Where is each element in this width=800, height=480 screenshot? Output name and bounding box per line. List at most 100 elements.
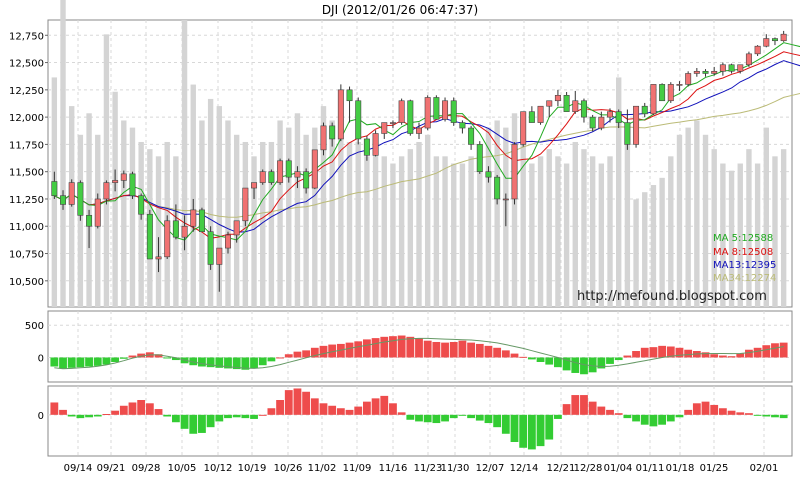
volume-bar — [581, 149, 587, 307]
osc1-bar — [362, 339, 371, 358]
candle-body — [780, 33, 787, 42]
osc1-bar — [675, 347, 684, 358]
osc1-bar — [519, 356, 528, 358]
volume-bar — [607, 156, 613, 307]
osc2-bar — [519, 414, 528, 448]
moving-averages — [54, 42, 800, 241]
candle-body — [51, 181, 58, 196]
osc1-bar — [389, 336, 397, 358]
osc2-bar — [423, 414, 432, 423]
osc2-bar — [623, 414, 632, 419]
candle-body — [190, 209, 197, 227]
osc2-bar — [224, 414, 232, 419]
candle-body — [537, 105, 544, 123]
candle-body — [754, 45, 761, 55]
x-axis-ticks: 09/14 09/21 09/28 10/05 10/12 10/19 10/26 11/02… — [64, 463, 779, 474]
osc2-bar — [189, 414, 198, 434]
volume-bar — [112, 91, 118, 307]
candle-body — [320, 125, 327, 151]
osc1-bar — [441, 342, 449, 358]
x-tick-label: 09/14 — [64, 463, 93, 474]
candle-body — [172, 220, 179, 238]
volume-bar — [372, 149, 379, 307]
osc1-bar — [111, 357, 120, 362]
volume-bar — [433, 156, 440, 307]
osc1-bar — [163, 357, 172, 359]
osc2-bar — [154, 409, 163, 415]
candle-body — [468, 127, 475, 145]
osc2-bar — [406, 414, 415, 420]
volume-bar — [633, 199, 639, 307]
osc2-bar — [484, 414, 493, 424]
candle-body — [268, 171, 275, 183]
candle-body — [745, 53, 752, 66]
osc1-bar — [632, 351, 640, 358]
price-tick-label: 12,500 — [9, 59, 44, 70]
candle-body — [120, 173, 127, 181]
candle-body — [442, 100, 449, 120]
volume-bar — [320, 106, 327, 307]
osc2-bar — [736, 412, 745, 415]
volume-bar — [477, 149, 483, 307]
candle-body — [94, 198, 101, 227]
osc1-bar — [727, 356, 736, 358]
osc1-bar — [206, 357, 215, 368]
price-tick-label: 11,750 — [9, 140, 44, 151]
osc2-bar — [180, 414, 189, 429]
x-tick-label: 01/25 — [700, 463, 729, 474]
osc2-bar — [701, 401, 710, 415]
osc1-bar — [336, 343, 345, 358]
candle-body — [198, 209, 205, 233]
osc2-bar — [241, 414, 250, 419]
candle-body — [146, 213, 153, 260]
osc2-bar — [362, 401, 371, 415]
osc2-bar — [597, 406, 606, 415]
price-tick-label: 11,500 — [9, 168, 44, 179]
osc2-bar — [458, 414, 467, 416]
osc1-bar — [649, 347, 658, 358]
candle-body — [711, 70, 718, 74]
candle-body — [641, 105, 648, 115]
candle-body — [598, 116, 605, 129]
volume-bar — [381, 156, 387, 307]
osc1-bar — [293, 351, 302, 358]
osc2-bar — [59, 409, 67, 415]
osc1-bar — [258, 357, 267, 366]
osc2-bar — [163, 414, 172, 417]
osc2-bar — [302, 391, 311, 415]
candle-body — [277, 160, 284, 183]
osc1-bar — [241, 357, 250, 370]
osc1-bar — [267, 357, 276, 362]
candle-body — [224, 234, 231, 249]
osc1-bar — [232, 357, 241, 370]
candle-body — [728, 64, 735, 72]
osc2-bar — [336, 408, 345, 415]
candle-body — [485, 171, 492, 178]
x-tick-label: 10/05 — [168, 463, 197, 474]
volume-bar — [181, 20, 188, 307]
candle-body — [702, 70, 709, 74]
osc1-bar — [458, 340, 467, 358]
x-tick-label: 11/02 — [308, 463, 337, 474]
candle-body — [572, 100, 579, 112]
osc2-bar — [389, 403, 397, 415]
price-tick-label: 12,750 — [9, 31, 44, 42]
volume-bar — [251, 156, 257, 307]
volume-bar — [407, 149, 414, 307]
osc2-bar — [267, 408, 276, 415]
candle-body — [528, 111, 535, 123]
osc2-bar — [771, 414, 779, 418]
volume-bar — [312, 127, 318, 307]
candle-body — [667, 84, 674, 102]
legend-ma34: MA34:12274 — [713, 273, 776, 284]
volume-bar — [294, 113, 301, 308]
candle-body — [407, 100, 414, 134]
candle-body — [554, 94, 561, 102]
osc1-bar — [762, 345, 771, 358]
candle-body — [433, 97, 440, 120]
candle-body — [633, 105, 640, 145]
x-tick-label: 01/04 — [604, 463, 633, 474]
osc2-bar — [293, 388, 302, 415]
candle-body — [398, 100, 405, 123]
price-tick-label: 11,250 — [9, 195, 44, 206]
